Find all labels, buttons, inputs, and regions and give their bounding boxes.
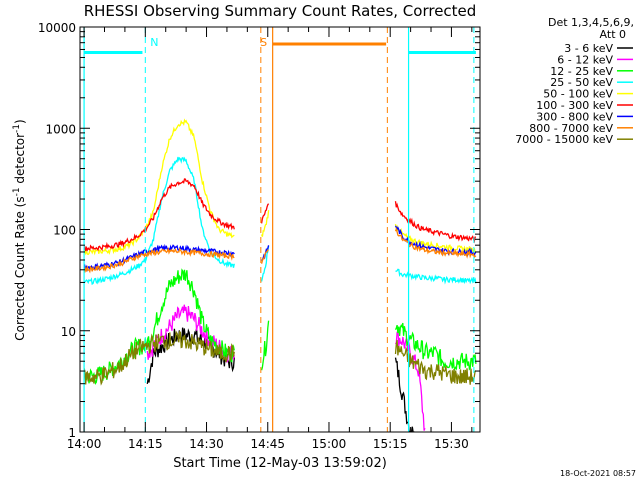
legend-label-7: 800 - 7000 keV [529, 122, 613, 135]
series-line-6-seg-2 [394, 225, 477, 257]
x-tick-label-5: 15:15 [373, 437, 408, 451]
y-axis: 1 10 100 1000 10000 [38, 21, 480, 440]
y-axis-label-exp1: -1 [12, 187, 22, 196]
series-line-7-seg-2 [394, 227, 477, 259]
y-axis-label-close: ) [13, 119, 27, 124]
series-line-4-seg-0 [83, 118, 235, 256]
legend-header-attenuator: Att 0 [600, 28, 626, 41]
series-layer [83, 118, 477, 432]
x-axis-label: Start Time (12-May-03 13:59:02) [173, 456, 387, 471]
series-line-8-seg-0 [83, 330, 235, 386]
legend-label-6: 300 - 800 keV [536, 110, 613, 123]
y-tick-label-0: 1 [68, 426, 76, 440]
legend-label-0: 3 - 6 keV [564, 42, 613, 55]
y-axis-label-main: Corrected Count Rate (s [13, 196, 27, 340]
y-axis-label: Corrected Count Rate (s-1 detector-1) [12, 119, 27, 340]
series-line-3-seg-2 [395, 268, 477, 285]
legend-label-5: 100 - 300 keV [536, 99, 613, 112]
legend-header-detectors: Det 1,3,4,5,6,9, [548, 16, 634, 29]
x-tick-label-6: 15:30 [434, 437, 469, 451]
series-line-7-seg-0 [83, 246, 235, 274]
x-tick-label-3: 14:45 [250, 437, 285, 451]
series-line-1-seg-0 [146, 304, 235, 363]
legend-label-4: 50 - 100 keV [543, 88, 613, 101]
y-tick-label-1: 10 [61, 325, 76, 339]
x-tick-label-4: 15:00 [312, 437, 347, 451]
series-line-5-seg-0 [83, 178, 235, 252]
x-axis: 14:00 14:15 14:30 14:45 15:00 15:15 15:30 [67, 27, 473, 451]
series-line-6-seg-0 [83, 243, 235, 272]
series-line-0-seg-1 [394, 357, 415, 432]
x-tick-label-0: 14:00 [67, 437, 102, 451]
legend-label-2: 12 - 25 keV [550, 65, 613, 78]
y-tick-label-3: 1000 [45, 122, 76, 136]
x-tick-label-2: 14:30 [189, 437, 224, 451]
timestamp: 18-Oct-2021 08:57 [560, 469, 636, 478]
series-line-2-seg-0 [83, 268, 235, 385]
y-tick-label-2: 100 [53, 224, 76, 238]
legend-label-1: 6 - 12 keV [557, 53, 613, 66]
x-tick-label-1: 14:15 [128, 437, 163, 451]
y-tick-label-4: 10000 [38, 21, 76, 35]
series-line-5-seg-1 [260, 203, 270, 224]
series-line-7-seg-1 [260, 249, 269, 264]
legend-label-3: 25 - 50 keV [550, 76, 613, 89]
y-axis-label-exp2: -1 [12, 124, 22, 133]
series-line-5-seg-2 [394, 201, 476, 244]
chart-title: RHESSI Observing Summary Count Rates, Co… [84, 2, 477, 20]
series-line-3-seg-1 [260, 245, 270, 282]
series-line-4-seg-1 [260, 210, 270, 237]
series-line-2-seg-1 [260, 320, 270, 371]
annotation-label-s: S [260, 36, 267, 49]
annotation-label-n: N [150, 36, 158, 49]
y-axis-label-mid: detector [13, 133, 27, 188]
legend-label-8: 7000 - 15000 keV [515, 133, 613, 146]
